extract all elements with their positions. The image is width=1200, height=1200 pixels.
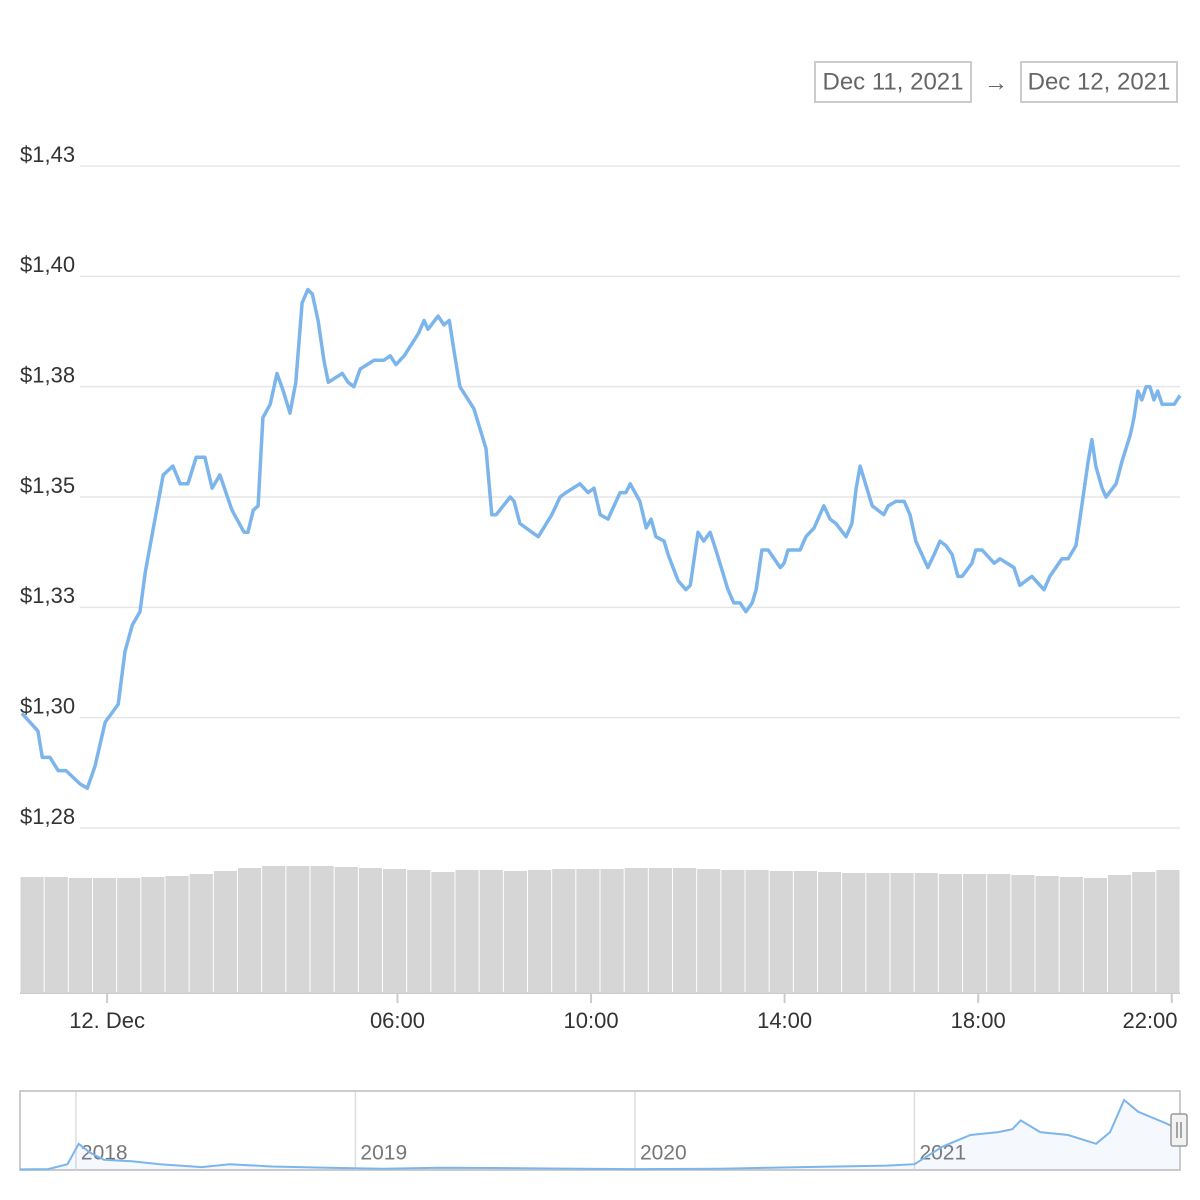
range-from-box[interactable]	[814, 61, 972, 103]
volume-bar	[1035, 876, 1059, 993]
range-to[interactable]: Dec 12, 2021	[1028, 68, 1171, 95]
volume-bar	[673, 868, 697, 993]
volume-bar	[189, 874, 213, 993]
volume-bar	[238, 868, 262, 993]
volume-bar	[745, 870, 769, 993]
volume-bar	[963, 874, 987, 993]
volume-bar	[552, 869, 576, 993]
navigator-tick-label: 2018	[81, 1142, 128, 1165]
navigator-tick-label: 2020	[640, 1142, 687, 1165]
volume-bar	[1083, 878, 1107, 993]
volume-bar	[648, 868, 672, 993]
y-tick-label: $1,43	[20, 142, 75, 167]
price-line	[20, 287, 1182, 791]
volume-bar	[1059, 877, 1083, 993]
range-separator: →	[984, 69, 1008, 96]
navigator-tick-label: 2019	[360, 1142, 407, 1165]
volume-bar	[165, 876, 189, 993]
navigator-handle[interactable]	[1170, 1113, 1188, 1147]
volume-bar	[1011, 875, 1035, 993]
x-tick-label: 22:00	[1122, 1008, 1177, 1033]
volume-bar	[938, 874, 962, 993]
volume-bar	[334, 867, 358, 993]
volume-bar	[455, 870, 479, 993]
volume-bar	[503, 871, 527, 993]
volume-bar	[866, 873, 890, 993]
volume-bar	[1132, 872, 1156, 993]
y-tick-label: $1,40	[20, 252, 75, 277]
navigator-tick-label: 2021	[919, 1142, 966, 1165]
volume-bar	[914, 873, 938, 993]
x-tick-label: 06:00	[370, 1008, 425, 1033]
volume-bar	[93, 878, 117, 993]
y-tick-label: $1,35	[20, 473, 75, 498]
y-tick-label: $1,33	[20, 583, 75, 608]
volume-bar	[479, 870, 503, 993]
volume-bar	[213, 871, 237, 993]
y-tick-label: $1,30	[20, 693, 75, 718]
volume-bar	[793, 871, 817, 993]
navigator-area	[20, 1100, 1180, 1170]
volume-bar	[890, 873, 914, 993]
volume-bar	[358, 868, 382, 993]
volume-bar	[1108, 875, 1132, 993]
volume-bar	[528, 870, 552, 993]
volume-bar	[576, 869, 600, 993]
y-tick-label: $1,28	[20, 804, 75, 829]
volume-bar	[310, 866, 334, 993]
volume-bar	[842, 873, 866, 993]
volume-bar	[68, 878, 92, 993]
volume-bar	[407, 870, 431, 993]
volume-bar	[117, 878, 141, 993]
x-tick-label: 10:00	[564, 1008, 619, 1033]
volume-bar	[44, 877, 68, 993]
volume-bar	[1156, 870, 1180, 993]
volume-bar	[431, 872, 455, 993]
volume-bar	[987, 874, 1011, 993]
navigator-line	[19, 1098, 1181, 1171]
x-tick-label: 12. Dec	[69, 1008, 145, 1033]
volume-bar	[600, 869, 624, 993]
volume-bar	[721, 870, 745, 993]
x-tick-label: 18:00	[951, 1008, 1006, 1033]
volume-bar	[141, 877, 165, 993]
volume-bar	[20, 877, 44, 993]
x-tick-label: 14:00	[757, 1008, 812, 1033]
volume-bar	[697, 869, 721, 993]
volume-bar	[818, 872, 842, 993]
range-from[interactable]: Dec 11, 2021	[823, 68, 964, 95]
volume-bar	[624, 868, 648, 993]
volume-bar	[286, 866, 310, 993]
volume-bar	[769, 871, 793, 993]
volume-bar	[262, 866, 286, 993]
volume-bar	[383, 869, 407, 993]
y-tick-label: $1,38	[20, 362, 75, 387]
range-to-box[interactable]	[1020, 61, 1178, 103]
